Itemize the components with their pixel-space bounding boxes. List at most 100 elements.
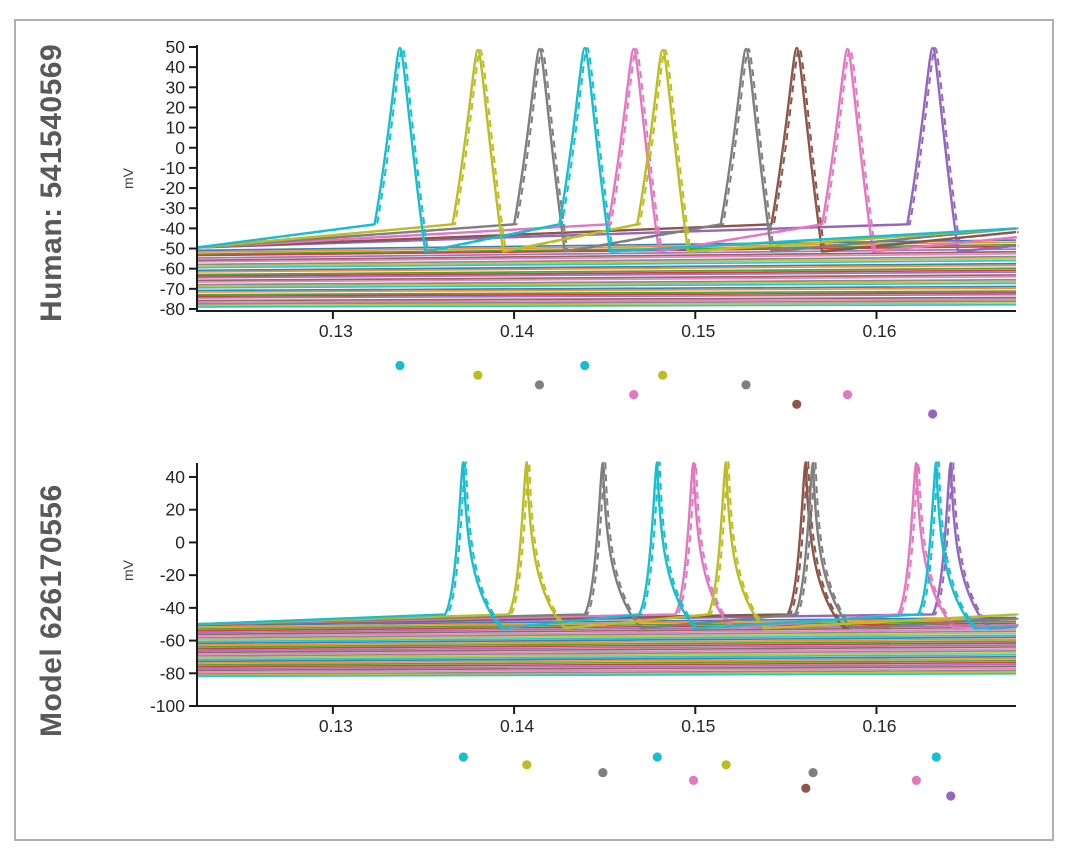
x-tick-label: 0.16 — [862, 321, 896, 341]
subthreshold-sweep — [196, 657, 1017, 664]
subthreshold-sweep — [196, 659, 1017, 666]
sweep-purple-trace-repeat-dashed — [199, 47, 1019, 253]
y-tick-label: 40 — [166, 467, 186, 487]
raster-dot — [688, 775, 699, 786]
subthreshold-sweep — [196, 671, 1017, 677]
sweep-gray-trace — [196, 461, 1017, 630]
subthreshold-sweep — [196, 642, 1017, 650]
sweep-purple-trace — [196, 461, 1017, 630]
raster-dot — [658, 370, 668, 380]
raster-dot — [629, 390, 639, 400]
subthreshold-sweep — [196, 648, 1017, 655]
subthreshold-sweep — [196, 296, 1017, 302]
y-tick-label: -40 — [160, 598, 186, 618]
sweep-brown-trace-repeat-dashed — [199, 47, 1019, 253]
subthreshold-sweep — [196, 255, 1017, 266]
subthreshold-sweep — [196, 298, 1017, 303]
sweep-brown-trace — [196, 46, 1017, 253]
x-tick-label: 0.15 — [681, 321, 715, 341]
subthreshold-sweep — [196, 257, 1017, 267]
subthreshold-sweep — [196, 636, 1017, 645]
x-tick-label: 0.15 — [681, 716, 715, 736]
subthreshold-sweep — [196, 628, 1017, 638]
subthreshold-sweep — [196, 280, 1017, 288]
subthreshold-sweep — [196, 663, 1017, 670]
raster-dot — [842, 390, 853, 400]
subthreshold-sweep — [196, 241, 1017, 254]
subthreshold-sweep — [196, 292, 1017, 298]
subthreshold-sweep — [196, 278, 1017, 286]
subthreshold-sweep — [196, 271, 1017, 279]
y-tick-label: 50 — [166, 37, 186, 57]
y-tick-label: 0 — [175, 532, 185, 552]
raster-dot — [931, 752, 941, 762]
sweep-pink-trace-repeat-dashed — [199, 462, 1019, 630]
y-tick-label: -10 — [160, 158, 186, 178]
subthreshold-sweep-bundle — [196, 616, 1017, 678]
y-tick-label: 0 — [175, 138, 185, 158]
subthreshold-sweep — [196, 290, 1017, 296]
subthreshold-sweep — [196, 262, 1017, 272]
y-tick-label: -50 — [160, 239, 186, 259]
subthreshold-sweep — [196, 274, 1017, 282]
spike-raster — [395, 360, 938, 419]
sweep-brown-trace — [196, 461, 1017, 630]
sweep-gray-trace-repeat-dashed — [199, 48, 1019, 253]
sweep-cyan-trace-repeat-dashed — [199, 461, 1019, 630]
y-tick-label: -100 — [150, 696, 185, 716]
subthreshold-sweep — [196, 672, 1017, 678]
spiking-sweeps — [196, 46, 1019, 253]
raster-dot — [534, 380, 545, 390]
y-tick-label: -80 — [160, 299, 186, 319]
y-tick-label: -20 — [160, 178, 186, 198]
subthreshold-sweep — [196, 269, 1017, 277]
subthreshold-sweep — [196, 651, 1017, 659]
sweep-gray-trace-repeat-dashed — [199, 462, 1019, 630]
subthreshold-sweep — [196, 644, 1017, 652]
subthreshold-sweep — [196, 259, 1017, 269]
raster-dot — [598, 768, 608, 778]
y-tick-label: -30 — [160, 198, 186, 218]
y-tick-label: -20 — [160, 565, 186, 585]
y-tick-label: -80 — [160, 663, 186, 683]
subthreshold-sweep — [196, 264, 1017, 273]
subthreshold-sweep — [196, 653, 1017, 661]
y-tick-label: -40 — [160, 218, 186, 238]
subthreshold-sweep — [196, 667, 1017, 673]
subthreshold-sweep — [196, 293, 1017, 299]
panel-model-plot: 40 20 0 -20 -40 -60 -80 -100 0.13 0.14 0.15 0.16 — [150, 461, 1019, 801]
y-tick-label: 30 — [166, 77, 186, 97]
raster-dot — [928, 409, 938, 419]
subthreshold-sweep — [196, 669, 1017, 675]
sweep-olive-trace-repeat-dashed — [199, 461, 1019, 630]
raster-dot — [808, 768, 818, 778]
subthreshold-sweep — [196, 287, 1017, 293]
raster-dot — [652, 752, 662, 762]
subthreshold-sweep — [196, 665, 1017, 672]
y-tick-label: 10 — [166, 118, 186, 138]
x-tick-label: 0.14 — [500, 321, 534, 341]
subthreshold-sweep — [196, 267, 1017, 276]
x-tick-label: 0.14 — [500, 716, 534, 736]
subthreshold-sweep — [196, 245, 1017, 257]
subthreshold-sweep — [196, 252, 1017, 263]
subthreshold-sweep — [196, 616, 1017, 627]
subthreshold-sweep — [196, 285, 1017, 292]
sweep-cyan-trace — [196, 46, 1017, 253]
spiking-sweeps — [196, 461, 1019, 630]
sweep-pink-trace — [196, 47, 1017, 253]
x-tick-label: 0.16 — [862, 716, 896, 736]
y-tick-label: 40 — [166, 57, 186, 77]
raster-dot — [911, 775, 921, 786]
axes: 40 20 0 -20 -40 -60 -80 -100 0.13 0.14 0.15 0.16 — [150, 463, 1016, 736]
sweep-cyan-trace — [196, 461, 1017, 630]
raster-dot — [580, 360, 590, 371]
y-tick-label: 20 — [166, 97, 186, 117]
sweep-purple-trace-repeat-dashed — [199, 462, 1019, 630]
raster-dot — [721, 760, 731, 770]
subthreshold-sweep — [196, 646, 1017, 654]
raster-dot — [946, 791, 956, 801]
